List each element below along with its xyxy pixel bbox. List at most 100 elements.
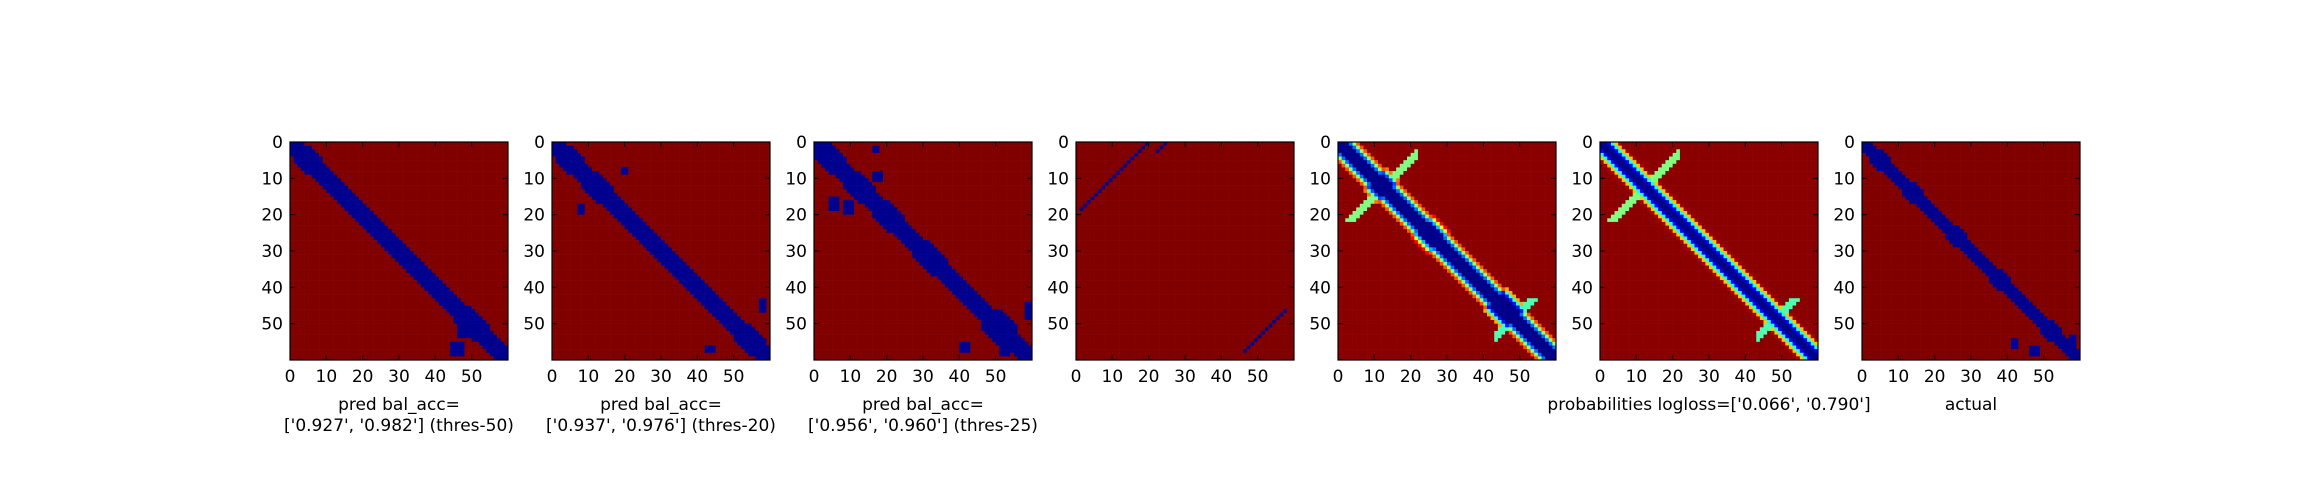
heatmap-cell (424, 175, 428, 179)
heatmap-cell (323, 240, 327, 244)
heatmap-cell (596, 146, 600, 150)
heatmap-cell (312, 182, 316, 186)
heatmap-cell (639, 215, 643, 219)
heatmap-cell (737, 215, 741, 219)
heatmap-cell (690, 157, 694, 161)
heatmap-cell (628, 164, 632, 168)
heatmap-cell (745, 204, 749, 208)
heatmap-cell (428, 204, 432, 208)
heatmap-cell (493, 182, 497, 186)
heatmap-cell (395, 229, 399, 233)
heatmap-cell (315, 160, 319, 164)
heatmap-cell (464, 345, 468, 349)
heatmap-cell (414, 273, 418, 277)
heatmap-cell (348, 298, 352, 302)
heatmap-cell (352, 218, 356, 222)
heatmap-cell (574, 157, 578, 161)
heatmap-cell (294, 178, 298, 182)
heatmap-cell (468, 200, 472, 204)
heatmap-cell (294, 353, 298, 357)
heatmap-cell (323, 211, 327, 215)
heatmap-cell (628, 186, 632, 190)
heatmap-cell (421, 353, 425, 357)
heatmap-cell (355, 178, 359, 182)
heatmap-cell (741, 149, 745, 153)
heatmap-cell (446, 149, 450, 153)
heatmap-cell (439, 276, 443, 280)
heatmap-cell (490, 320, 494, 324)
heatmap-cell (435, 284, 439, 288)
heatmap-cell (603, 157, 607, 161)
heatmap-cell (752, 171, 756, 175)
heatmap-cell (657, 222, 661, 226)
heatmap-cell (345, 306, 349, 310)
heatmap-cell (464, 186, 468, 190)
heatmap-cell (570, 146, 574, 150)
heatmap-cell (454, 197, 458, 201)
heatmap-cell (668, 175, 672, 179)
heatmap-cell (348, 175, 352, 179)
heatmap-cell (301, 229, 305, 233)
heatmap-cell (432, 327, 436, 331)
heatmap-cell (374, 233, 378, 237)
heatmap-cell (472, 353, 476, 357)
heatmap-cell (297, 218, 301, 222)
heatmap-cell (672, 222, 676, 226)
heatmap-cell (341, 178, 345, 182)
heatmap-cell (319, 353, 323, 357)
heatmap-cell (486, 164, 490, 168)
heatmap-cell (617, 164, 621, 168)
heatmap-cell (475, 146, 479, 150)
heatmap-cell (650, 167, 654, 171)
heatmap-cell (352, 164, 356, 168)
heatmap-cell (359, 255, 363, 259)
heatmap-cell (737, 153, 741, 157)
heatmap-cell (381, 320, 385, 324)
heatmap-cell (683, 207, 687, 211)
heatmap-cell (381, 324, 385, 328)
heatmap-cell (370, 178, 374, 182)
heatmap-cell (399, 251, 403, 255)
heatmap-cell (319, 182, 323, 186)
heatmap-cell (479, 306, 483, 310)
heatmap-cell (617, 204, 621, 208)
heatmap-cell (446, 316, 450, 320)
heatmap-cell (479, 287, 483, 291)
heatmap-cell (301, 262, 305, 266)
heatmap-cell (428, 269, 432, 273)
heatmap-cell (384, 178, 388, 182)
heatmap-cell (461, 331, 465, 335)
heatmap-cell (737, 189, 741, 193)
heatmap-cell (352, 149, 356, 153)
heatmap-cell (352, 345, 356, 349)
heatmap-cell (737, 164, 741, 168)
heatmap-cell (323, 215, 327, 219)
heatmap-cell (763, 146, 767, 150)
heatmap-cell (330, 269, 334, 273)
heatmap-cell (461, 160, 465, 164)
heatmap-cell (708, 186, 712, 190)
heatmap-cell (345, 226, 349, 230)
heatmap-cell (323, 345, 327, 349)
heatmap-cell (388, 298, 392, 302)
heatmap-cell (697, 175, 701, 179)
heatmap-cell (676, 171, 680, 175)
heatmap-cell (315, 146, 319, 150)
heatmap-cell (607, 178, 611, 182)
heatmap-cell (377, 269, 381, 273)
heatmap-cell (755, 193, 759, 197)
heatmap-cell (355, 244, 359, 248)
heatmap-cell (414, 302, 418, 306)
heatmap-cell (439, 204, 443, 208)
heatmap-cell (410, 200, 414, 204)
heatmap-cell (585, 218, 589, 222)
heatmap-cell (610, 218, 614, 222)
heatmap-cell (384, 207, 388, 211)
heatmap-cell (337, 218, 341, 222)
heatmap-cell (323, 295, 327, 299)
heatmap-cell (464, 193, 468, 197)
heatmap-cell (384, 298, 388, 302)
heatmap-cell (370, 266, 374, 270)
heatmap-cell (461, 153, 465, 157)
heatmap-cell (294, 229, 298, 233)
